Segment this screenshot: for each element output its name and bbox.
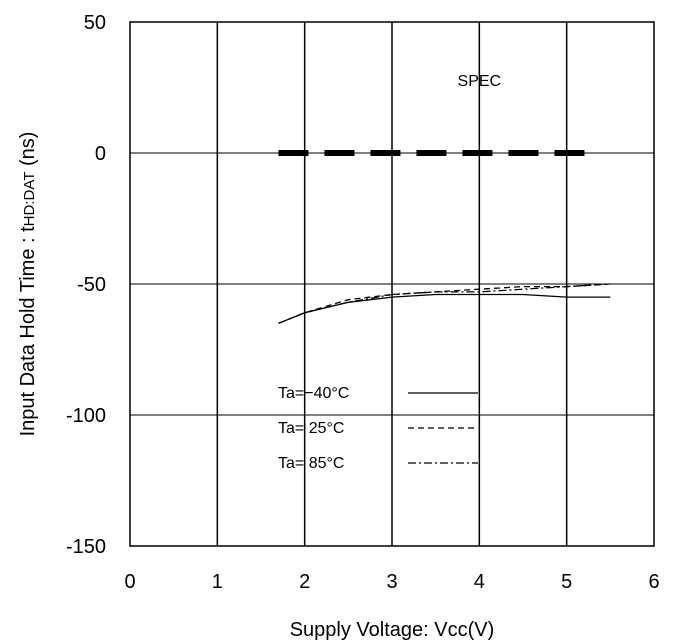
y-axis-label-subscript: HD:DAT bbox=[21, 172, 38, 227]
grid-lines bbox=[130, 22, 654, 546]
legend-entry-label: Ta= 85°C bbox=[278, 455, 344, 472]
spec-layer: SPEC bbox=[278, 73, 593, 156]
x-tick-label: 1 bbox=[212, 571, 223, 593]
series-line-3 bbox=[278, 283, 611, 324]
series-layer bbox=[278, 283, 611, 324]
legend-entry-label: Ta= 25°C bbox=[278, 420, 344, 437]
x-tick-label: 0 bbox=[124, 571, 135, 593]
y-axis-label-main: Input Data Hold Time : t bbox=[17, 226, 39, 437]
series-line-2 bbox=[278, 283, 611, 324]
legend: Ta=−40°C Ta= 25°C Ta= 85°C bbox=[278, 385, 478, 472]
x-tick-label: 4 bbox=[474, 571, 485, 593]
spec-label: SPEC bbox=[458, 73, 502, 90]
y-axis-label: Input Data Hold Time : tHD:DAT (ns) bbox=[17, 132, 39, 437]
x-tick-label: 5 bbox=[561, 571, 572, 593]
x-axis-label: Supply Voltage: Vcc(V) bbox=[290, 619, 495, 641]
x-tick-label: 2 bbox=[299, 571, 310, 593]
x-axis-ticks: 0 1 2 3 4 5 6 bbox=[124, 571, 659, 593]
y-tick-label: -50 bbox=[77, 274, 106, 296]
plot-frame bbox=[129, 21, 655, 547]
y-tick-label: 0 bbox=[95, 143, 106, 165]
series-line-1 bbox=[278, 293, 611, 324]
y-axis-label-unit: (ns) bbox=[17, 132, 39, 172]
y-axis-ticks: 50 0 -50 -100 -150 bbox=[66, 12, 106, 558]
y-tick-label: 50 bbox=[84, 12, 106, 34]
x-tick-label: 6 bbox=[648, 571, 659, 593]
y-tick-label: -100 bbox=[66, 405, 106, 427]
legend-entry-label: Ta=−40°C bbox=[278, 385, 349, 402]
y-tick-label: -150 bbox=[66, 536, 106, 558]
x-tick-label: 3 bbox=[386, 571, 397, 593]
